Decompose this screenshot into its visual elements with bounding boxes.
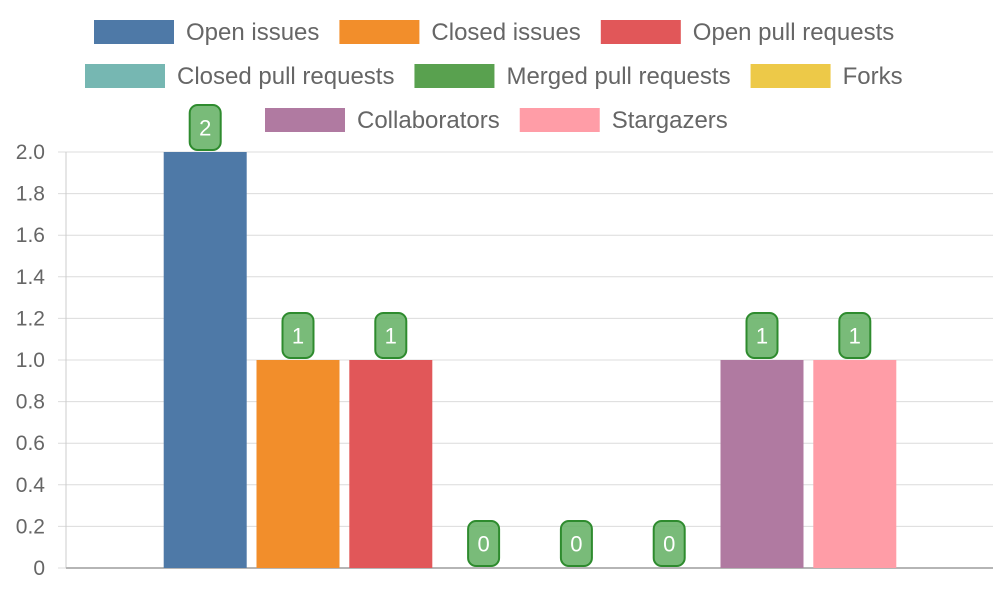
legend-label: Stargazers	[612, 107, 728, 134]
legend-label: Collaborators	[357, 107, 500, 134]
bar	[256, 360, 340, 568]
data-label: 0	[663, 532, 675, 557]
data-label-badge	[188, 104, 222, 151]
legend-item[interactable]: Stargazers	[519, 107, 728, 134]
legend-item[interactable]: Collaborators	[265, 107, 500, 134]
y-tick-label: 0	[33, 557, 45, 580]
legend-item[interactable]: Forks	[750, 63, 903, 90]
data-label: 0	[570, 532, 582, 557]
y-tick-label: 0.2	[16, 515, 45, 538]
y-tick-label: 1.2	[16, 307, 45, 330]
y-tick-label: 0.6	[16, 432, 45, 455]
data-label: 0	[477, 532, 489, 557]
data-label-badge	[281, 312, 315, 359]
legend-label: Closed pull requests	[177, 63, 394, 90]
y-axis: 0 0.2 0.4 0.6 0.8 1.0 1.2 1.4 1.6 1.8 2.0	[16, 141, 993, 580]
legend-swatch	[94, 20, 174, 44]
y-tick-label: 1.8	[16, 183, 45, 206]
legend-swatch	[85, 64, 165, 88]
y-tick-label: 1.4	[16, 266, 46, 289]
data-label-badge	[559, 520, 593, 567]
data-label-badge	[838, 312, 872, 359]
y-tick-label: 0.4	[16, 474, 46, 497]
data-label-badge	[652, 520, 686, 567]
legend-item[interactable]: Closed issues	[339, 19, 581, 46]
legend-item[interactable]: Open issues	[94, 19, 319, 46]
bar	[720, 360, 804, 568]
legend-swatch	[519, 108, 600, 132]
bar	[813, 360, 897, 568]
legend-label: Open pull requests	[693, 19, 894, 46]
y-tick-label: 2.0	[16, 141, 45, 164]
legend: Open issues Closed issues Open pull reques…	[85, 19, 903, 134]
legend-swatch	[414, 64, 495, 88]
legend-item[interactable]: Merged pull requests	[414, 63, 731, 90]
legend-item[interactable]: Closed pull requests	[85, 63, 394, 90]
y-tick-label: 0.8	[16, 391, 45, 414]
y-tick-label: 1.6	[16, 224, 45, 247]
data-label-badge	[374, 312, 408, 359]
data-label: 1	[385, 324, 397, 349]
legend-swatch	[600, 20, 681, 44]
bar	[163, 152, 247, 568]
legend-label: Closed issues	[431, 19, 580, 46]
legend-swatch	[750, 64, 831, 88]
data-labels: 2 1 1 0 0 0 1 1	[188, 104, 872, 567]
legend-label: Open issues	[186, 19, 319, 46]
y-tick-label: 1.0	[16, 349, 45, 372]
data-label: 1	[849, 324, 861, 349]
data-label: 2	[199, 116, 211, 141]
legend-swatch	[265, 108, 345, 132]
data-label: 1	[756, 324, 768, 349]
bars	[163, 152, 897, 568]
data-label-badge	[467, 520, 501, 567]
bar	[349, 360, 433, 568]
legend-label: Merged pull requests	[506, 63, 730, 90]
legend-item[interactable]: Open pull requests	[600, 19, 894, 46]
data-label-badge	[745, 312, 779, 359]
legend-swatch	[339, 20, 420, 44]
legend-label: Forks	[843, 63, 903, 90]
data-label: 1	[292, 324, 304, 349]
